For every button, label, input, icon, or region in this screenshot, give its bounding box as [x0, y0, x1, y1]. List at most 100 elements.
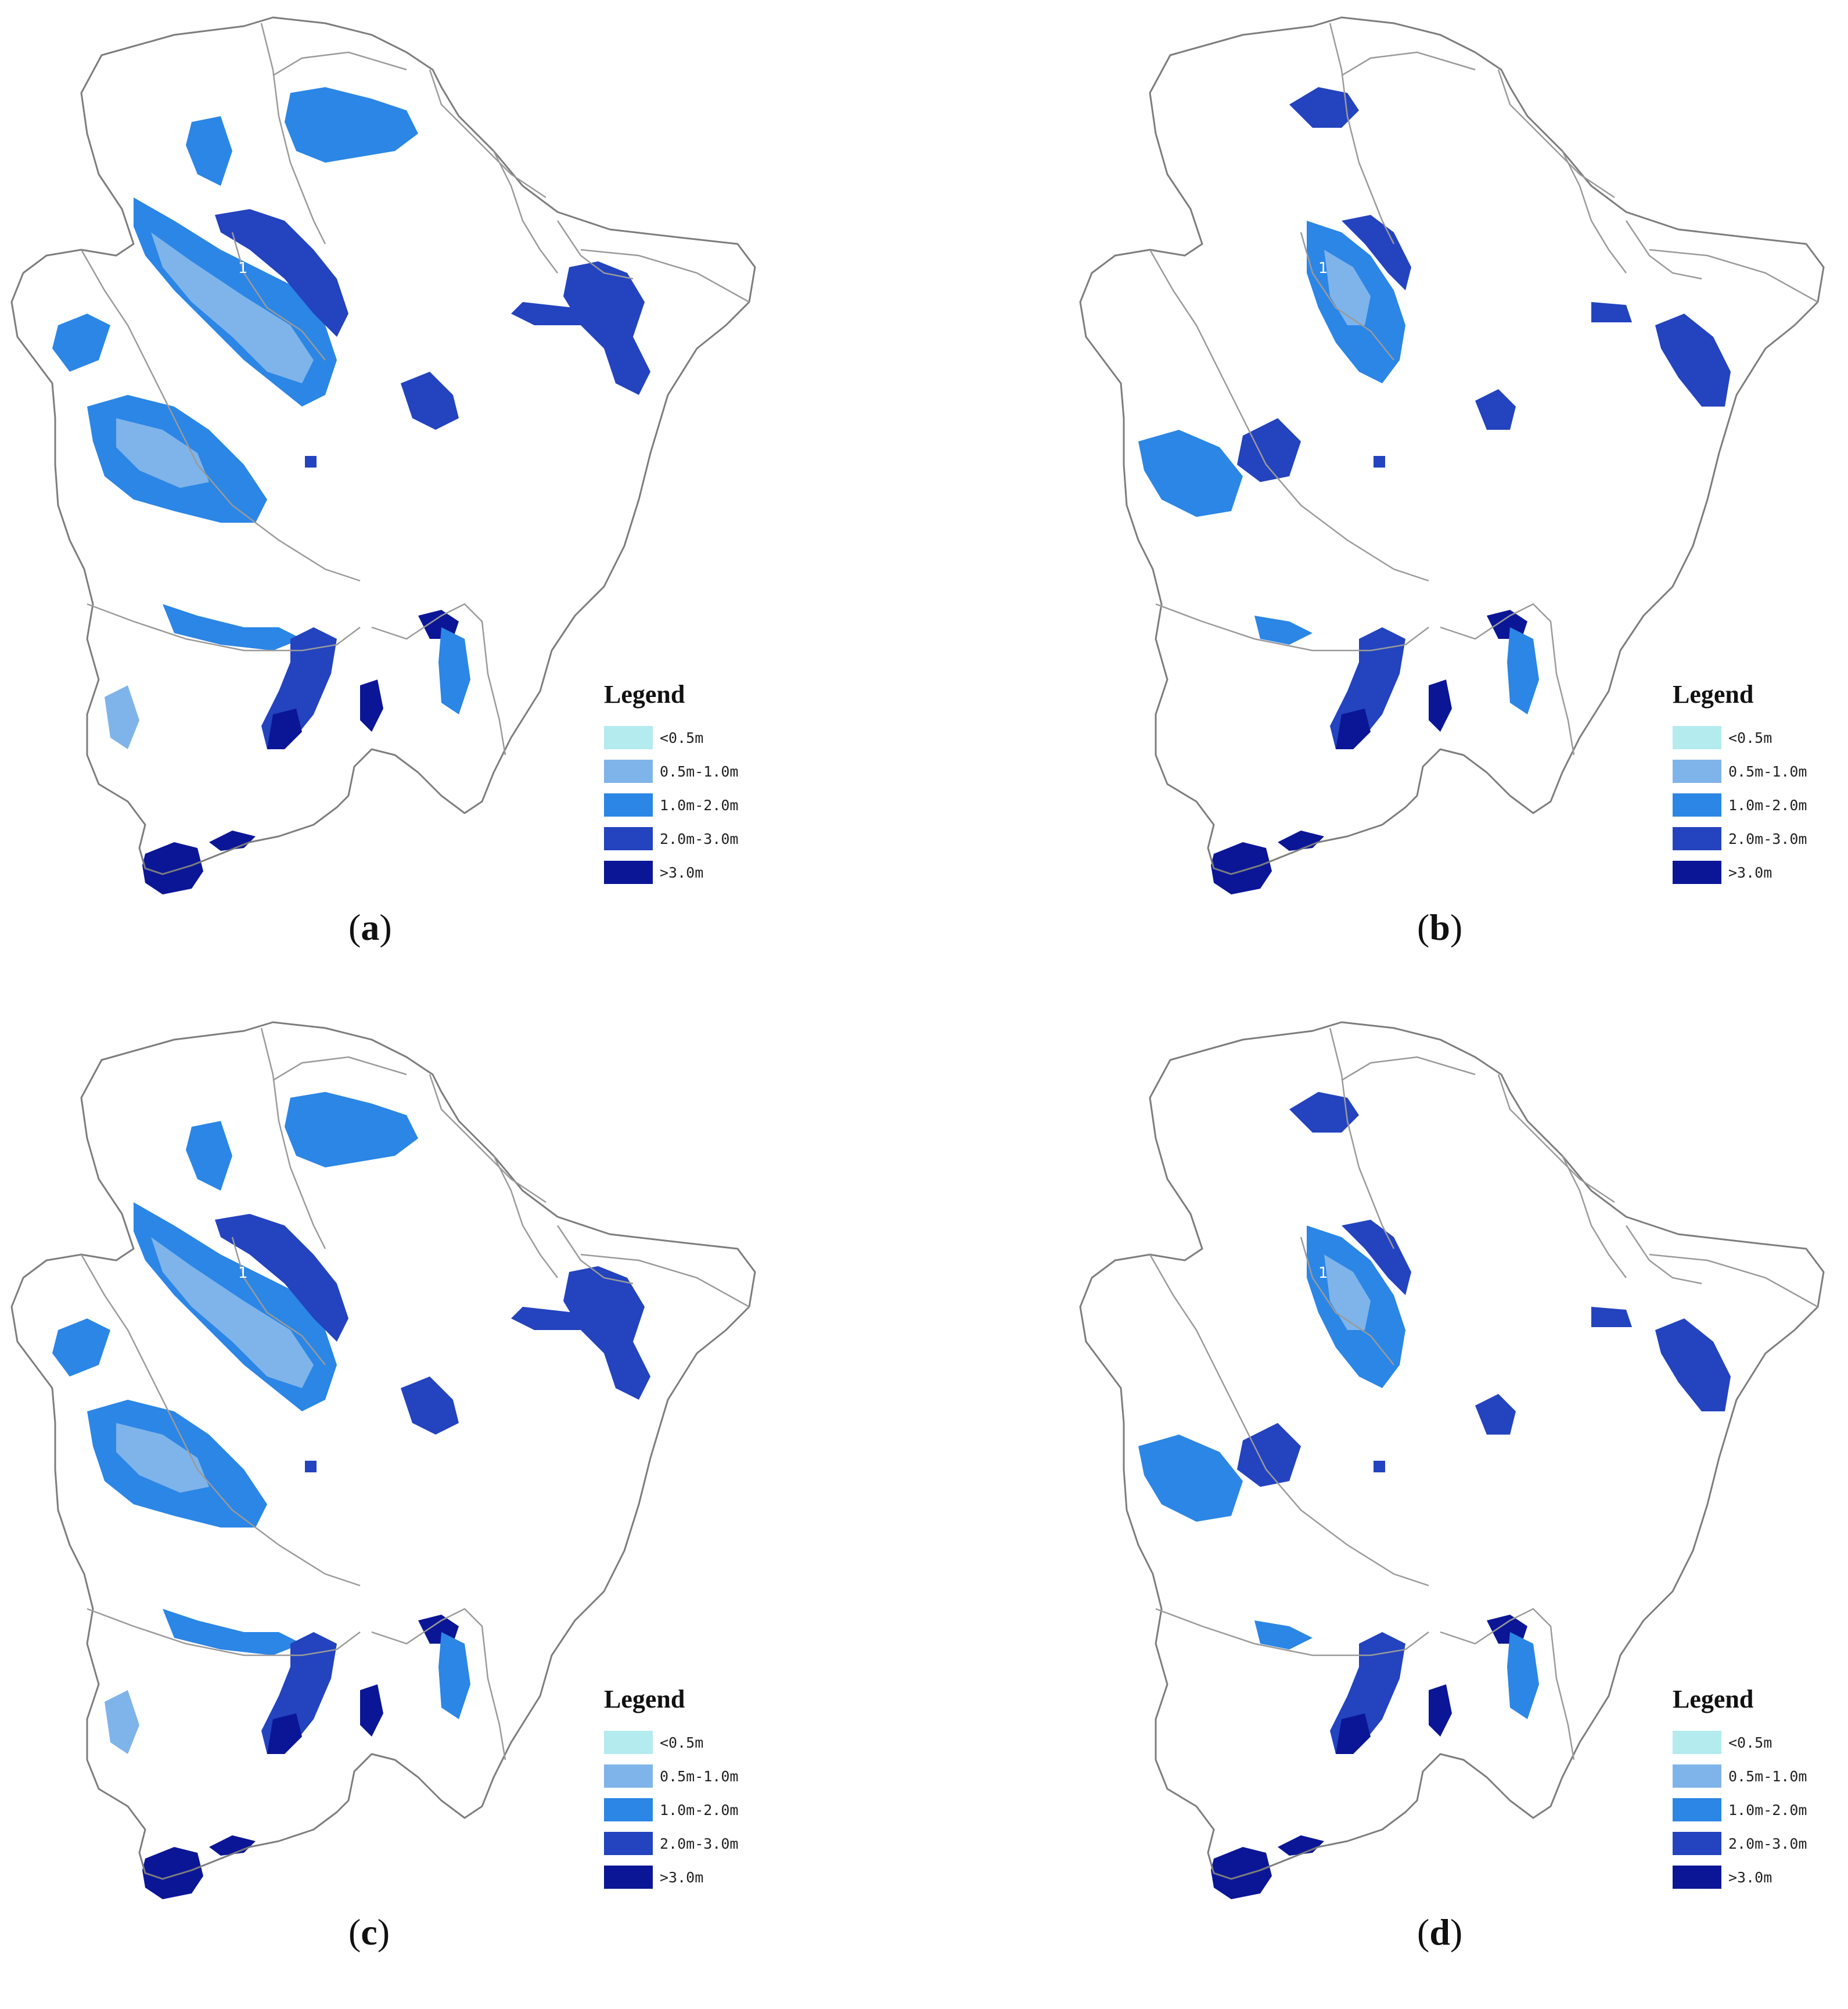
flood-zone	[1429, 680, 1452, 732]
panel-letter: a	[361, 907, 380, 948]
district-boundary	[371, 1608, 506, 1760]
legend-item: <0.5m	[604, 1730, 703, 1755]
legend-title: Legend	[604, 680, 685, 709]
legend: Legend <0.5m 0.5m-1.0m 1.0m-2.0m 2.0m-3.0m >3…	[1673, 680, 1847, 889]
legend-item: 1.0m-2.0m	[604, 1797, 738, 1823]
flood-zone	[267, 1713, 302, 1754]
legend-label: 2.0m-3.0m	[660, 830, 739, 847]
district-boundary	[231, 1237, 326, 1365]
legend-label: <0.5m	[660, 729, 704, 746]
flood-zone	[209, 1835, 256, 1856]
map-zone-label: 1	[1318, 1264, 1328, 1282]
legend-item: <0.5m	[604, 725, 703, 750]
flood-zone	[1591, 302, 1632, 322]
district-boundary	[1649, 249, 1818, 303]
flood-zone	[1211, 1847, 1272, 1899]
flood-depth-map: 1	[10, 1021, 756, 1899]
legend-label: 0.5m-1.0m	[1728, 763, 1807, 780]
map-panel-c: 1 Legend <0.5m 0.5m-1.0m 1.0m-2.0m 2.0m-3.0m >…	[0, 1005, 906, 1963]
flood-zone	[209, 831, 256, 851]
legend-swatch	[1673, 1798, 1721, 1821]
flood-zone	[1507, 1632, 1539, 1719]
flood-zone	[151, 1237, 314, 1388]
legend-item: >3.0m	[604, 1864, 703, 1890]
flood-zone	[1336, 1713, 1371, 1754]
flood-zone	[52, 314, 110, 372]
district-boundary	[1649, 1253, 1818, 1308]
legend-swatch	[1673, 726, 1721, 749]
legend-item: 0.5m-1.0m	[1673, 1763, 1807, 1789]
district-boundary	[1497, 69, 1615, 199]
flood-zone	[163, 1609, 302, 1655]
district-boundary	[1329, 23, 1395, 245]
district-boundary	[272, 1056, 407, 1081]
legend-title: Legend	[1673, 680, 1754, 709]
flood-zone	[163, 604, 302, 651]
district-boundary	[1155, 1608, 1429, 1656]
flood-zone	[511, 1307, 581, 1330]
legend-item: 0.5m-1.0m	[604, 759, 738, 784]
district-boundary	[1149, 249, 1429, 582]
legend-title: Legend	[604, 1685, 685, 1713]
flood-zone	[401, 1377, 459, 1435]
legend-label: >3.0m	[660, 864, 704, 881]
legend-swatch	[604, 793, 653, 817]
flood-zone	[1655, 314, 1731, 407]
legend-swatch	[604, 827, 653, 850]
flood-zone	[285, 1092, 418, 1167]
flood-zone	[360, 1684, 383, 1737]
flood-zone	[1475, 389, 1516, 430]
legend-swatch	[1673, 827, 1721, 850]
map-zone-label: 1	[238, 260, 248, 277]
flood-zone	[438, 627, 470, 714]
legend-swatch	[604, 1832, 653, 1855]
legend-item: 2.0m-3.0m	[1673, 1831, 1807, 1856]
panel-caption: (d)	[1417, 1911, 1463, 1953]
island-outline	[10, 1021, 756, 1880]
flood-zone	[267, 709, 302, 749]
flood-zone	[215, 1214, 348, 1342]
legend-item: 2.0m-3.0m	[1673, 826, 1807, 851]
legend-label: >3.0m	[660, 1868, 704, 1886]
island-outline	[1079, 16, 1825, 875]
flood-zone	[1507, 627, 1539, 714]
flood-zone	[1374, 456, 1385, 468]
map-zone-label: 1	[1318, 260, 1328, 277]
legend-label: 0.5m-1.0m	[1728, 1767, 1807, 1785]
district-boundary	[1625, 1225, 1702, 1285]
legend-item: <0.5m	[1673, 725, 1772, 750]
legend-swatch	[1673, 760, 1721, 783]
district-boundary	[87, 603, 361, 652]
legend-swatch	[604, 760, 653, 783]
legend-swatch	[604, 1866, 653, 1889]
flood-zone	[1211, 842, 1272, 894]
flood-zone	[305, 456, 317, 468]
district-boundary	[1155, 603, 1429, 652]
district-boundary	[80, 249, 361, 582]
flood-zone	[1475, 1394, 1516, 1435]
legend-label: <0.5m	[1728, 1734, 1773, 1751]
flood-zone	[105, 1690, 139, 1754]
flood-depth-map: 1	[1079, 16, 1825, 894]
flood-zone	[1342, 1220, 1411, 1295]
legend: Legend <0.5m 0.5m-1.0m 1.0m-2.0m 2.0m-3.0m >3…	[604, 680, 778, 889]
flood-zone	[186, 1121, 232, 1191]
panel-letter: b	[1429, 907, 1450, 948]
district-boundary	[1300, 232, 1394, 361]
district-boundary	[492, 1155, 558, 1278]
district-boundary	[87, 1608, 361, 1656]
district-boundary	[556, 220, 634, 280]
district-boundary	[1440, 1608, 1575, 1760]
legend-item: >3.0m	[604, 860, 703, 885]
flood-zone	[1138, 430, 1243, 517]
flood-zone	[1591, 1307, 1632, 1327]
legend-item: 2.0m-3.0m	[604, 1831, 738, 1856]
legend-label: >3.0m	[1728, 864, 1773, 881]
legend-label: <0.5m	[660, 1734, 704, 1751]
legend-item: >3.0m	[1673, 860, 1772, 885]
flood-zone	[1278, 831, 1324, 851]
legend-item: <0.5m	[1673, 1730, 1772, 1755]
legend-swatch	[604, 1764, 653, 1788]
flood-zone	[116, 418, 209, 488]
district-boundary	[1341, 51, 1476, 77]
